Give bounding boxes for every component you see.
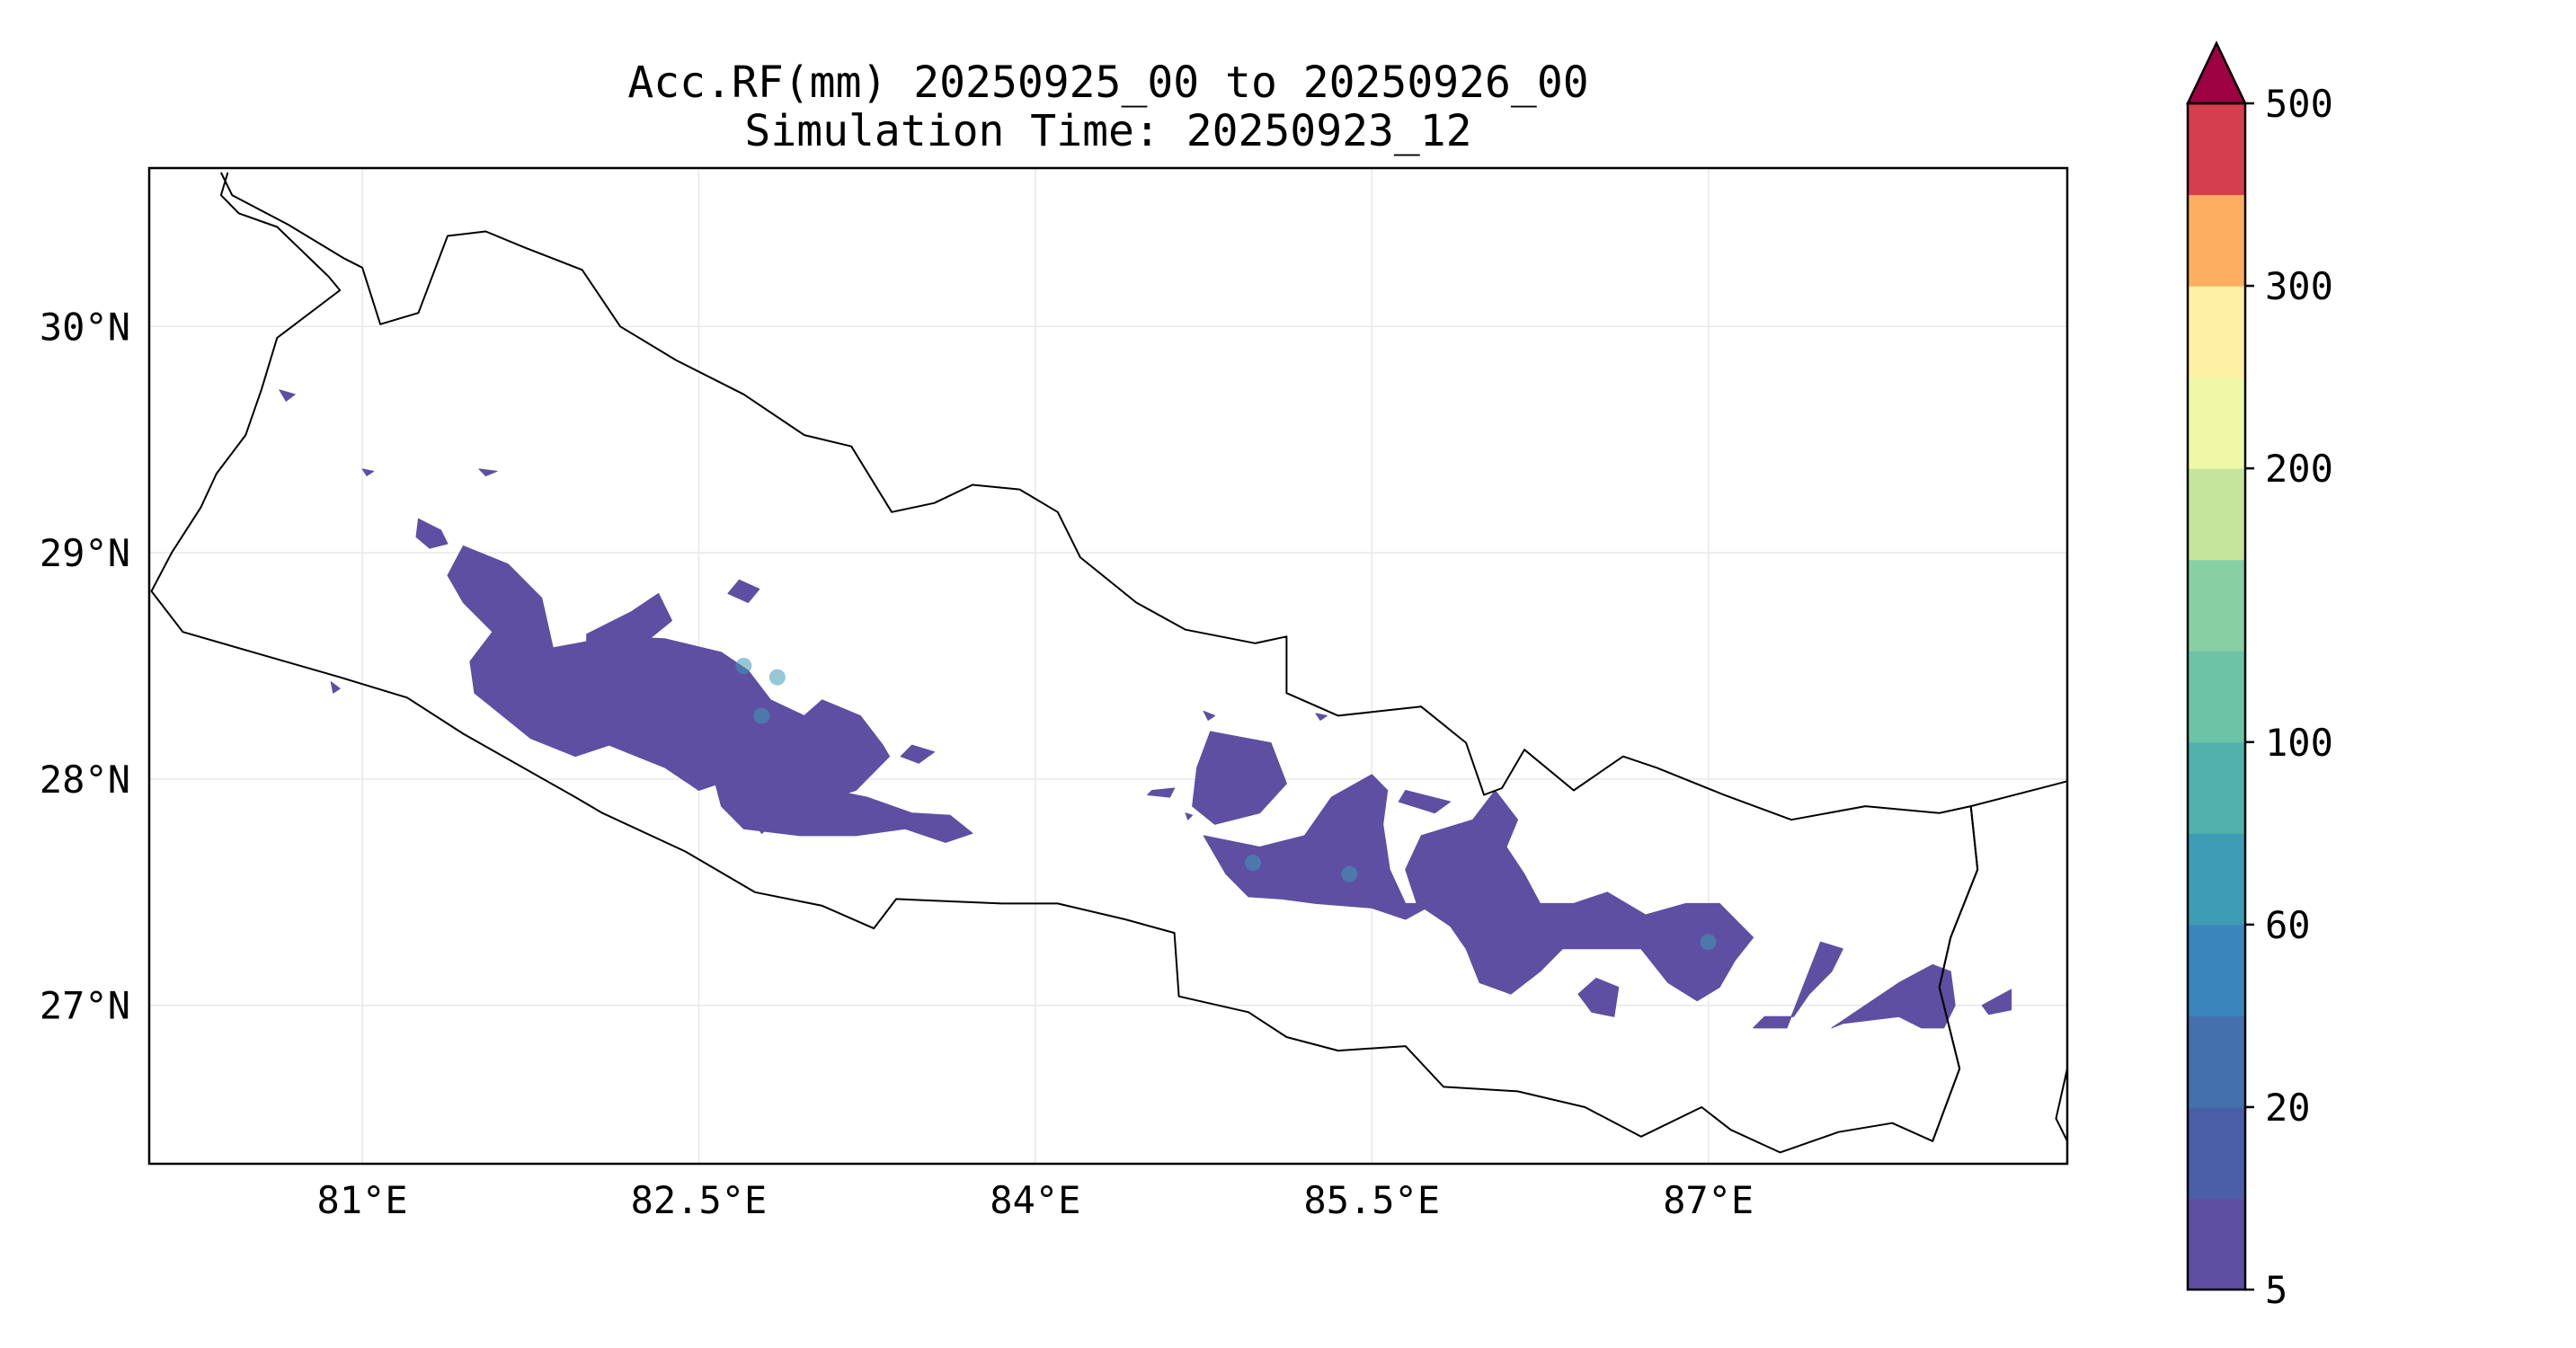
colorbar-segment	[2188, 924, 2245, 1016]
rain-patch-east-main-band	[1405, 790, 1754, 1002]
x-tick-label: 81°E	[317, 1178, 408, 1222]
rain-peak	[768, 669, 786, 686]
rain-patch-central-block	[1192, 731, 1287, 825]
gridlines	[149, 168, 2067, 1164]
axis-ticks: 81°E 82.5°E 84°E 85.5°E 87°E 30°N 29°N 28°N 27°N	[40, 305, 1754, 1222]
rain-patch-east-small-2	[1753, 941, 1843, 1029]
rain-patch-west-small-1	[415, 518, 449, 549]
rain-patch-central-small-4	[1315, 713, 1328, 721]
colorbar-segment	[2188, 833, 2245, 926]
map-subtitle: Simulation Time: 20250923_12	[744, 106, 1472, 156]
rain-patch-east-small-4	[1981, 989, 2012, 1015]
rain-peak	[753, 707, 770, 724]
colorbar-segment	[2188, 1106, 2245, 1199]
rain-patch-west-small-4	[754, 823, 771, 834]
rainfall-contours	[279, 389, 2012, 1029]
y-tick-label: 27°N	[40, 984, 130, 1028]
colorbar-segment	[2188, 741, 2245, 834]
colorbar: 5 20 60 100 200 300 500	[2186, 40, 2333, 1312]
x-tick-label: 82.5°E	[631, 1178, 768, 1222]
colorbar-tick-label: 100	[2265, 721, 2333, 765]
x-tick-label: 84°E	[990, 1178, 1080, 1222]
rain-peak	[1341, 865, 1358, 882]
rain-patch-west-north-spur	[586, 592, 672, 655]
map-frame	[147, 166, 2069, 1166]
rain-patch-central-right-flat	[1398, 790, 1452, 814]
sikkim-border	[1932, 780, 2067, 1142]
colorbar-segment	[2188, 1015, 2245, 1108]
east-border-fragment	[2055, 1068, 2067, 1142]
rain-patch-central-lower	[1203, 774, 1435, 920]
rain-patch-far-west-dot-4	[330, 681, 341, 694]
rain-patch-central-small-3	[1185, 812, 1194, 820]
colorbar-segment	[2188, 377, 2245, 469]
rain-patch-east-small-1	[1577, 978, 1620, 1017]
colorbar-segment	[2188, 559, 2245, 652]
rain-patch-east-small-3	[1831, 963, 1956, 1029]
colorbar-segment	[2188, 103, 2245, 196]
colorbar-segment	[2188, 651, 2245, 743]
rain-patch-west-small-2	[727, 579, 760, 603]
rain-patch-central-small-1	[1147, 787, 1176, 798]
colorbar-tick-label: 5	[2265, 1268, 2287, 1312]
rain-patch-far-west-dot-1	[279, 389, 296, 402]
colorbar-segment	[2188, 194, 2245, 287]
y-tick-label: 28°N	[40, 758, 130, 802]
y-tick-label: 30°N	[40, 305, 130, 349]
rain-peak	[1244, 855, 1261, 872]
map-title: Acc.RF(mm) 20250925_00 to 20250926_00	[627, 58, 1589, 108]
rain-peak	[1700, 934, 1717, 951]
colorbar-tick-label: 500	[2265, 82, 2333, 126]
colorbar-segment	[2188, 468, 2245, 561]
colorbar-extend-arrow	[2186, 40, 2247, 105]
rain-peak	[735, 658, 752, 674]
x-tick-label: 87°E	[1663, 1178, 1754, 1222]
rain-patch-west-lower-tail	[709, 762, 973, 843]
colorbar-tick-label: 60	[2265, 903, 2311, 947]
colorbar-segment	[2188, 1198, 2245, 1290]
rain-patch-west-main-band	[447, 545, 891, 798]
country-boundary	[150, 172, 2067, 1154]
rain-patch-far-west-dot-3	[478, 468, 498, 476]
rain-patch-west-small-3	[900, 744, 936, 764]
rain-patch-central-small-2	[1203, 710, 1216, 721]
colorbar-tick-label: 300	[2265, 264, 2333, 308]
colorbar-outline	[2186, 102, 2247, 1291]
colorbar-tick-label: 20	[2265, 1086, 2311, 1130]
colorbar-segment	[2188, 286, 2245, 378]
x-tick-label: 85.5°E	[1303, 1178, 1440, 1222]
y-tick-label: 29°N	[40, 531, 130, 575]
rain-patch-far-west-dot-2	[361, 468, 375, 476]
colorbar-tick-label: 200	[2265, 447, 2333, 491]
